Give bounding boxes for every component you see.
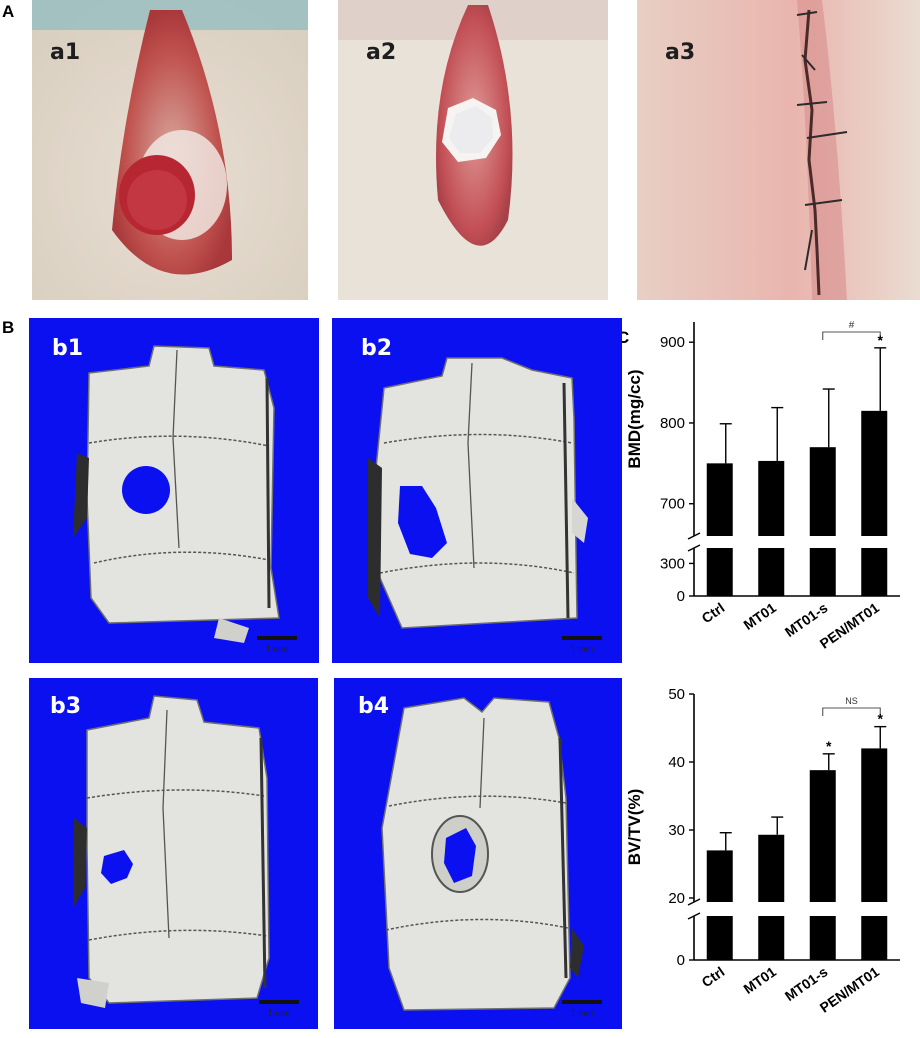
- photo-label: a2: [366, 40, 397, 65]
- render-label: b4: [358, 694, 390, 719]
- bar-upper: [861, 410, 888, 536]
- y-tick-label: 0: [677, 588, 685, 605]
- significance-marker: *: [826, 738, 832, 754]
- bar-upper: [809, 770, 836, 902]
- bar-upper: [706, 850, 733, 902]
- y-tick-label: 20: [668, 890, 685, 907]
- bar-lower: [809, 548, 836, 596]
- photo-a2-implant: a2: [338, 0, 608, 300]
- y-tick-label: 300: [660, 555, 685, 572]
- bar-upper: [706, 463, 733, 536]
- panel-label-b: B: [2, 318, 15, 337]
- bar-lower: [758, 916, 785, 960]
- significance-bracket: [822, 331, 881, 340]
- bar-lower: [809, 916, 836, 960]
- bar-lower: [758, 548, 785, 596]
- bar-lower: [861, 548, 888, 596]
- microct-render-b3: b3 1 mm: [29, 678, 318, 1029]
- x-tick-label: Ctrl: [699, 599, 728, 626]
- microct-render-b2: b2 1 mm: [332, 318, 622, 663]
- photo-a1-defect: a1: [32, 0, 308, 300]
- bar-lower: [706, 548, 733, 596]
- microct-render-b4: b4 1 mm: [334, 678, 622, 1029]
- axis-break-mark: [687, 898, 701, 906]
- axis-break-mark: [687, 912, 701, 920]
- significance-marker: *: [878, 332, 884, 348]
- bar-lower: [706, 916, 733, 960]
- axis-break-mark: [687, 532, 701, 540]
- bar-upper: [861, 748, 888, 902]
- axis-break-mark: [687, 544, 701, 552]
- significance-label: NS: [845, 696, 858, 706]
- significance-bracket: [822, 707, 881, 716]
- x-tick-label: MT01: [740, 599, 779, 633]
- bar-upper: [758, 460, 785, 536]
- y-tick-label: 900: [660, 334, 685, 351]
- render-label: b3: [50, 694, 82, 719]
- y-axis-label: BV/TV(%): [625, 789, 644, 866]
- x-tick-label: MT01: [740, 963, 779, 997]
- significance-marker: *: [878, 711, 884, 727]
- bar-lower: [861, 916, 888, 960]
- y-tick-label: 0: [677, 952, 685, 969]
- photo-label: a3: [665, 40, 696, 65]
- significance-label: #: [849, 320, 855, 331]
- bar-upper: [809, 447, 836, 536]
- render-label: b1: [52, 336, 84, 361]
- panel-label-a: A: [2, 2, 15, 21]
- microct-render-b1: b1 1 mm: [29, 318, 319, 663]
- x-tick-label: Ctrl: [699, 963, 728, 990]
- bar-upper: [758, 834, 785, 902]
- photo-label: a1: [50, 40, 81, 65]
- y-tick-label: 30: [668, 822, 685, 839]
- y-tick-label: 700: [660, 496, 685, 513]
- render-label: b2: [361, 336, 393, 361]
- y-tick-label: 800: [660, 415, 685, 432]
- y-tick-label: 40: [668, 754, 685, 771]
- y-tick-label: 50: [668, 686, 685, 703]
- photo-a3-sutured: a3: [637, 0, 920, 300]
- y-axis-label: BMD(mg/cc): [625, 369, 644, 468]
